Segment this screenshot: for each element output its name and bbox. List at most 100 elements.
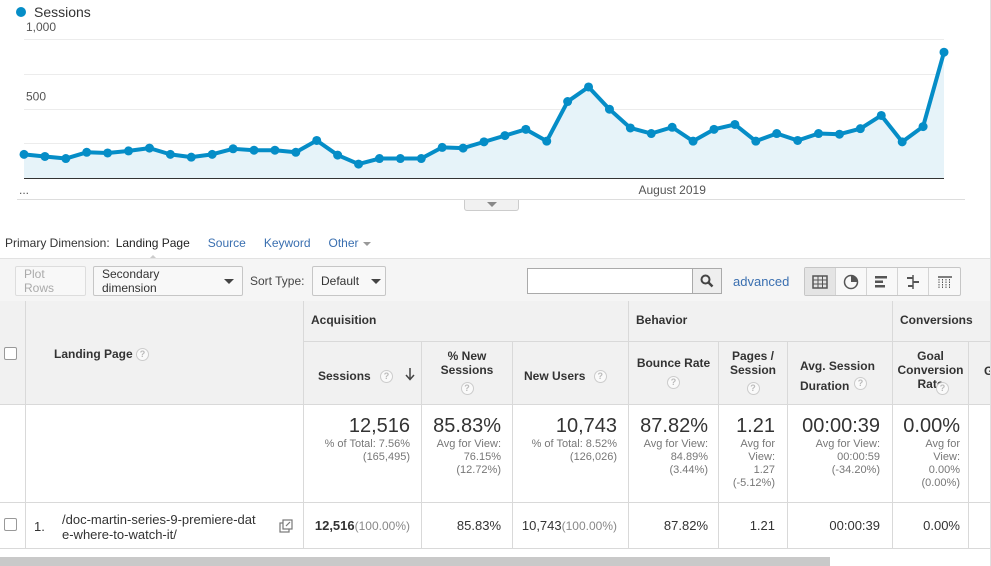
- dimension-source[interactable]: Source: [207, 236, 246, 250]
- row-checkbox[interactable]: [4, 518, 17, 531]
- advanced-filter-link[interactable]: advanced: [733, 274, 790, 289]
- help-icon[interactable]: ?: [593, 370, 607, 384]
- header-new-users[interactable]: New Users ?: [513, 342, 629, 405]
- view-pivot[interactable]: [929, 268, 960, 295]
- view-percentage[interactable]: [836, 268, 867, 295]
- landing-page-link[interactable]: /doc-martin-series-9-premiere-dat e-wher…: [62, 512, 282, 542]
- totals-label-cell: [26, 405, 304, 503]
- data-point-33: [709, 124, 719, 134]
- totals-checkbox-cell: [0, 405, 26, 503]
- total-bounce-rate-value: 87.82%: [640, 415, 708, 437]
- help-icon[interactable]: ?: [854, 377, 867, 390]
- grid-table-icon: [812, 274, 828, 289]
- sort-type-dropdown[interactable]: Default: [312, 266, 386, 296]
- pie-chart-icon: [843, 274, 859, 289]
- data-point-27: [584, 82, 594, 92]
- header-sessions-label: Sessions: [318, 369, 371, 383]
- table-row-landing-page: 1. /doc-martin-series-9-premiere-dat e-w…: [26, 503, 304, 549]
- total-pages-session-line2: View:: [748, 451, 775, 463]
- help-icon[interactable]: ?: [746, 382, 760, 396]
- data-point-37: [793, 135, 803, 145]
- data-point-14: [312, 135, 322, 145]
- group-behavior: Behavior: [629, 301, 893, 342]
- data-point-4: [103, 148, 113, 158]
- data-point-12: [270, 145, 280, 155]
- header-pages-session[interactable]: Pages / Session ?: [719, 342, 788, 405]
- search-button[interactable]: [693, 268, 722, 294]
- total-new-sessions: 85.83% Avg for View: 76.15% (12.72%): [422, 405, 513, 503]
- data-point-5: [124, 146, 134, 156]
- row-checkbox-cell: [0, 503, 26, 549]
- dimension-other[interactable]: Other: [329, 236, 371, 250]
- help-icon[interactable]: ?: [667, 376, 680, 390]
- data-point-17: [374, 154, 384, 164]
- data-point-22: [479, 137, 489, 147]
- total-new-sessions-value: 85.83%: [433, 415, 501, 437]
- total-new-users-value: 10,743: [555, 415, 617, 437]
- help-icon[interactable]: ?: [380, 370, 394, 384]
- total-bounce-rate: 87.82% Avg for View: 84.89% (3.44%): [629, 405, 719, 503]
- header-overflow-label: G: [984, 364, 991, 378]
- data-point-41: [876, 110, 886, 120]
- total-goal-conv: 0.00% Avg for View: 0.00% (0.00%): [893, 405, 969, 503]
- data-point-20: [437, 142, 447, 152]
- data-point-39: [834, 129, 844, 139]
- table-search-input[interactable]: [527, 268, 693, 294]
- total-goal-conv-line3: 0.00%: [928, 464, 960, 476]
- row-new-users-pct: (100.00%): [561, 518, 617, 533]
- total-bounce-rate-line3: (3.44%): [669, 464, 708, 476]
- header-landing-page[interactable]: Landing Page ?: [26, 301, 304, 405]
- help-icon[interactable]: ?: [936, 382, 949, 395]
- row-overflow-cell: [969, 503, 991, 549]
- header-overflow-column[interactable]: G: [969, 342, 991, 405]
- header-new-sessions[interactable]: % New Sessions ?: [422, 342, 513, 405]
- header-bounce-rate[interactable]: Bounce Rate ?: [629, 342, 719, 405]
- horizontal-scrollbar[interactable]: [0, 557, 830, 566]
- help-icon[interactable]: ?: [136, 348, 150, 362]
- data-point-31: [667, 122, 677, 132]
- data-point-13: [291, 147, 301, 157]
- dimension-keyword[interactable]: Keyword: [263, 236, 311, 250]
- chart-collapse-handle[interactable]: [464, 200, 519, 211]
- comparison-icon: [907, 274, 919, 289]
- total-new-users-line1: % of Total: 8.52%: [531, 438, 617, 450]
- header-goal-conversion-rate[interactable]: Goal Conversion Rate ?: [893, 342, 969, 405]
- view-performance[interactable]: [867, 268, 898, 295]
- view-comparison[interactable]: [898, 268, 929, 295]
- dimension-other-label: Other: [328, 236, 359, 250]
- secondary-dimension-dropdown[interactable]: Secondary dimension: [93, 266, 243, 296]
- header-avg-session-duration[interactable]: Avg. Session Duration ?: [788, 342, 893, 405]
- data-point-32: [688, 136, 698, 146]
- view-data-table[interactable]: [805, 268, 836, 295]
- dimension-landing-page[interactable]: Landing Page: [115, 236, 190, 260]
- row-new-users: 10,743 (100.00%): [513, 503, 629, 549]
- data-point-21: [458, 143, 468, 153]
- sort-type-value: Default: [321, 274, 360, 288]
- sort-descending-icon[interactable]: [405, 367, 415, 381]
- total-avg-duration-line2: 00:00:59: [837, 451, 880, 463]
- row-new-sessions: 85.83%: [422, 503, 513, 549]
- help-icon[interactable]: ?: [460, 382, 474, 396]
- sort-type-label: Sort Type:: [250, 274, 305, 288]
- header-sessions[interactable]: Sessions ?: [304, 342, 422, 405]
- search-icon: [700, 274, 714, 288]
- data-point-16: [354, 159, 364, 169]
- chevron-down-icon: [487, 202, 497, 207]
- data-point-44: [939, 47, 949, 57]
- total-bounce-rate-line2: 84.89%: [670, 451, 708, 463]
- total-new-sessions-line3: (12.72%): [456, 464, 501, 476]
- dropdown-arrow-icon: [371, 278, 382, 284]
- legend-label: Sessions: [34, 4, 91, 20]
- data-point-19: [416, 154, 426, 164]
- y-tick-label-0: 1,000: [26, 20, 56, 34]
- data-point-23: [500, 131, 510, 141]
- data-point-30: [646, 129, 656, 139]
- plot-rows-button[interactable]: Plot Rows: [15, 266, 86, 296]
- header-landing-page-label: Landing Page: [54, 347, 133, 361]
- data-point-7: [165, 149, 175, 159]
- data-point-10: [228, 144, 238, 154]
- open-external-icon[interactable]: [279, 519, 293, 533]
- total-sessions-line1: % of Total: 7.56%: [324, 438, 410, 450]
- header-pages-session-label: Pages / Session: [729, 349, 777, 377]
- select-all-checkbox[interactable]: [4, 347, 17, 360]
